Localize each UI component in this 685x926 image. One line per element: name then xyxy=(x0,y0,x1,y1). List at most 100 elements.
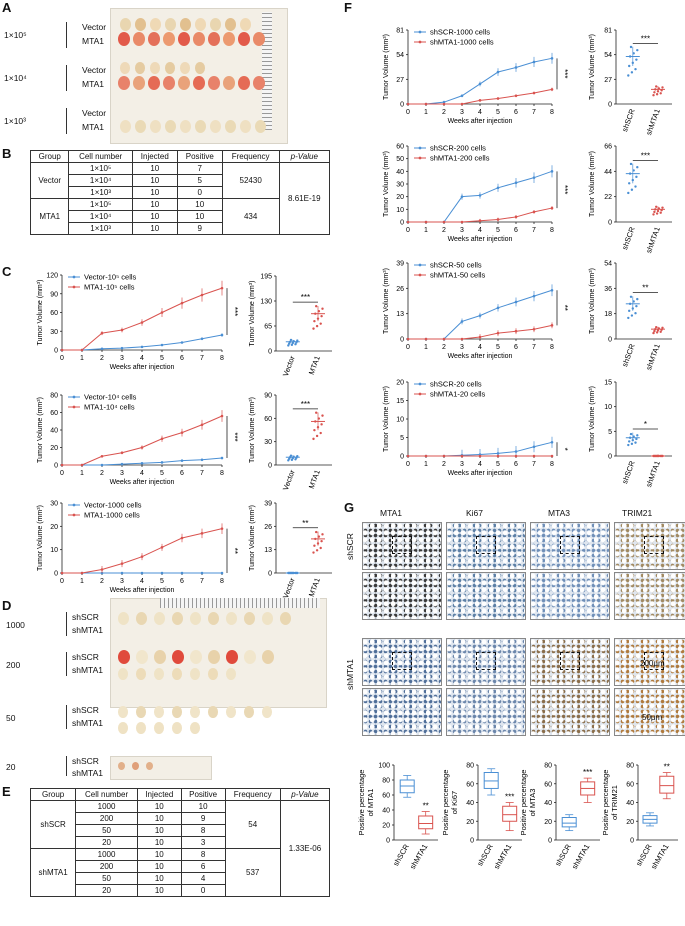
data-point xyxy=(460,337,464,341)
y-tick-label: 60 xyxy=(466,781,474,788)
x-tick-label: 0 xyxy=(406,109,410,116)
x-tick-label: 1 xyxy=(424,109,428,116)
data-point xyxy=(200,337,204,341)
data-point xyxy=(320,539,323,543)
data-point xyxy=(160,571,164,575)
legend-marker xyxy=(418,30,422,34)
tumor-specimen xyxy=(133,32,145,46)
data-point xyxy=(180,301,184,305)
x-category-label: shMTA1 xyxy=(570,843,591,871)
dose-label: 1×10⁴ xyxy=(4,73,27,83)
tumor-specimen xyxy=(178,76,190,90)
x-tick-label: 1 xyxy=(424,227,428,234)
scatter-chart-Fs1: 0 27 54 81 Tumor Volume (mm³) shSCR shMTA1 *** xyxy=(589,28,672,136)
data-point xyxy=(636,48,639,52)
zoom-box xyxy=(644,536,664,554)
group-label: MTA1 xyxy=(82,79,105,89)
table-b: Group Cell number Injected Positive Frequenc… xyxy=(29,150,331,235)
y-tick-label: 90 xyxy=(50,291,58,298)
scatter-chart-Fs3: 0 18 36 54 Tumor Volume (mm³) shSCR shMTA1 ** xyxy=(589,261,672,371)
tumor-specimen xyxy=(118,612,129,625)
tumor-specimen xyxy=(118,706,128,718)
data-point xyxy=(550,288,554,292)
x-category-label: shMTA1 xyxy=(408,843,429,871)
data-point xyxy=(313,319,316,323)
tumor-specimen xyxy=(238,32,250,46)
data-point xyxy=(550,57,554,60)
y-tick-label: 0 xyxy=(608,337,612,344)
y-tick-label: 20 xyxy=(626,819,634,826)
x-category-label: Vector xyxy=(281,468,297,492)
data-point xyxy=(424,454,428,458)
ihc-image xyxy=(614,572,685,620)
data-point xyxy=(294,343,297,346)
data-point xyxy=(160,343,164,347)
data-point xyxy=(652,94,655,97)
data-point xyxy=(460,102,464,106)
x-tick-label: 4 xyxy=(140,578,144,585)
x-tick-label: 8 xyxy=(550,227,554,234)
data-point xyxy=(655,93,659,96)
col-header: Frequency xyxy=(224,788,281,801)
legend-marker xyxy=(418,146,422,150)
group-label: Vector xyxy=(82,22,107,32)
zoom-box xyxy=(392,652,412,670)
data-point xyxy=(288,342,291,345)
data-point xyxy=(460,454,464,458)
data-point xyxy=(60,463,64,467)
data-point xyxy=(514,329,518,333)
tumor-specimen xyxy=(208,32,220,46)
legend-label: MTA1-10⁵ cells xyxy=(84,283,135,292)
data-point xyxy=(514,215,518,219)
legend-marker xyxy=(72,503,76,507)
y-tick-label: 30 xyxy=(50,329,58,336)
sig-label: *** xyxy=(641,151,650,160)
y-tick-label: 80 xyxy=(466,763,474,770)
y-tick-label: 36 xyxy=(604,286,612,293)
data-point xyxy=(532,60,536,64)
tumor-specimen xyxy=(146,762,153,771)
legend-marker xyxy=(418,382,422,386)
sig-label: ** xyxy=(560,305,569,311)
tumor-specimen xyxy=(255,120,266,133)
x-tick-label: 5 xyxy=(496,461,500,468)
tumor-specimen xyxy=(225,120,236,133)
x-tick-label: 6 xyxy=(514,461,518,468)
x-tick-label: 7 xyxy=(200,355,204,362)
x-category-label: Vector xyxy=(281,576,297,600)
tumor-specimen xyxy=(223,76,235,90)
y-tick-label: 0 xyxy=(54,571,58,578)
y-tick-label: 54 xyxy=(604,261,612,268)
data-point xyxy=(140,321,144,324)
x-axis-label: Weeks after injection xyxy=(448,118,513,125)
data-point xyxy=(627,74,630,77)
data-point xyxy=(140,345,144,349)
y-tick-label: 27 xyxy=(604,77,612,84)
y-axis-label: Tumor Volume (mm³) xyxy=(249,397,256,463)
data-point xyxy=(550,441,554,444)
x-tick-label: 2 xyxy=(442,344,446,351)
x-category-label: MTA1 xyxy=(307,355,322,376)
zoom-box xyxy=(560,652,580,670)
y-axis-label: of TRIM21 xyxy=(610,785,619,820)
x-tick-label: 5 xyxy=(496,344,500,351)
data-point xyxy=(496,454,500,458)
ihc-image xyxy=(362,522,442,570)
x-tick-label: 8 xyxy=(220,355,224,362)
y-tick-label: 30 xyxy=(50,501,58,508)
y-tick-label: 0 xyxy=(608,102,612,109)
group-label: shSCR xyxy=(72,705,99,715)
data-point xyxy=(315,530,318,534)
data-point xyxy=(319,431,322,435)
data-point xyxy=(496,306,500,310)
y-tick-label: 0 xyxy=(400,102,404,109)
y-tick-label: 0 xyxy=(608,220,612,227)
data-point xyxy=(424,102,428,106)
data-point xyxy=(661,206,664,209)
scale-bar-label: 50μm xyxy=(642,713,663,722)
data-point xyxy=(627,443,630,447)
data-point xyxy=(532,327,536,331)
y-tick-label: 20 xyxy=(396,194,404,201)
